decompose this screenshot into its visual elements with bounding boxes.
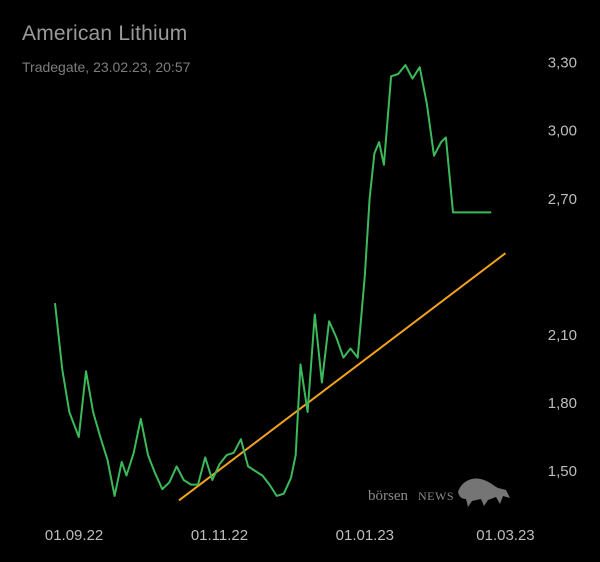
y-tick-label: 1,50 [548, 463, 577, 480]
y-axis: 1,50 1,80 2,10 2,70 3,00 3,30 [548, 55, 577, 480]
x-tick-label: 01.01.23 [336, 527, 394, 544]
chart-title: American Lithium [22, 22, 188, 45]
series-layer [54, 64, 492, 497]
watermark-logo: börsen NEWS [368, 478, 510, 507]
chart-subtitle: Tradegate, 23.02.23, 20:57 [22, 59, 191, 75]
y-tick-label: 1,80 [548, 395, 577, 412]
y-tick-label: 2,10 [548, 327, 577, 344]
y-tick-label: 3,00 [548, 123, 577, 140]
x-tick-label: 01.11.22 [191, 527, 248, 544]
x-tick-label: 01.09.22 [45, 527, 103, 544]
watermark-text-borsen: börsen [368, 488, 408, 504]
price-line-0 [54, 64, 492, 497]
trendline-layer [178, 252, 507, 502]
x-tick-label: 01.03.23 [476, 527, 534, 544]
trendline [178, 252, 507, 502]
y-tick-label: 2,70 [548, 191, 577, 208]
watermark-text-news: NEWS [418, 489, 454, 503]
bull-icon [458, 478, 510, 507]
y-tick-label: 3,30 [548, 55, 577, 72]
x-axis: 01.09.22 01.11.22 01.01.23 01.03.23 [45, 527, 535, 544]
